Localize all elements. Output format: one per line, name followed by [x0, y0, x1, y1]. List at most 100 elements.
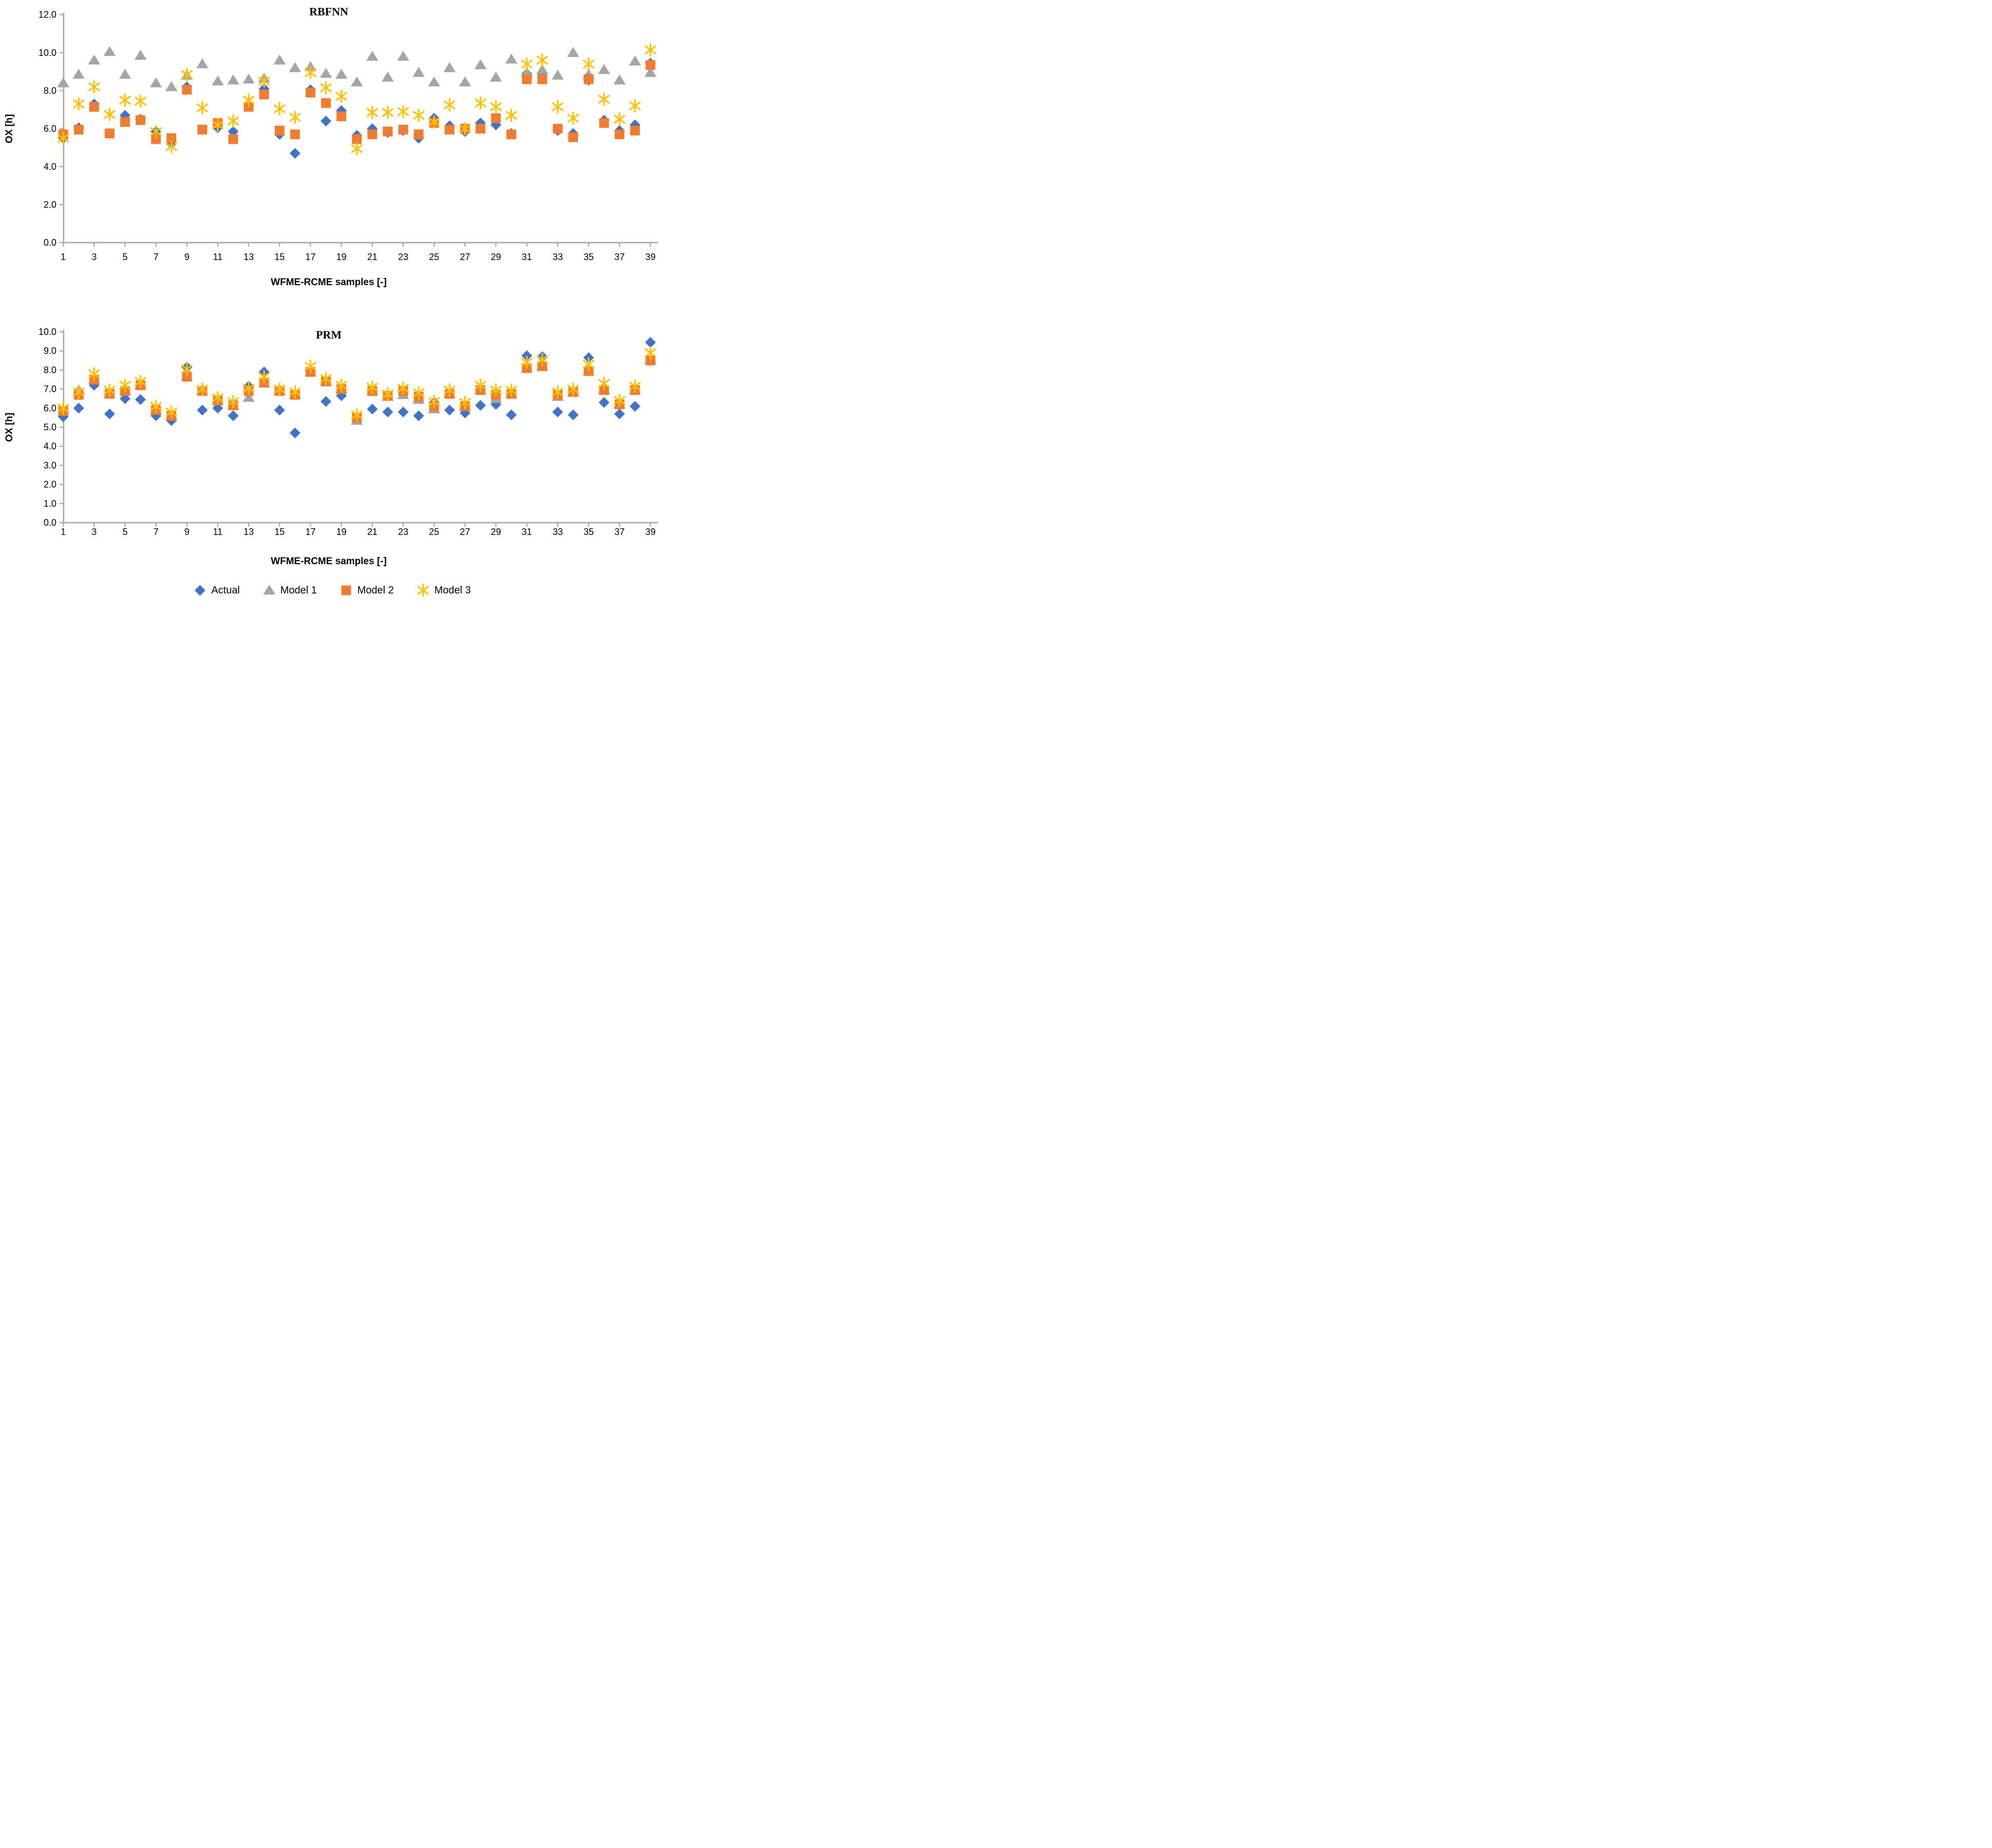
marker-model1-sample2: [72, 69, 85, 79]
marker-model3-sample24: [413, 108, 425, 122]
marker-model3-sample15: [273, 102, 286, 116]
marker-model3-sample4: [104, 383, 115, 397]
marker-model2-sample37: [614, 129, 625, 140]
y-tick-label: 6.0: [44, 403, 56, 413]
marker-model3-sample4: [104, 108, 115, 122]
marker-model3-sample36: [598, 376, 610, 390]
marker-model3-sample38: [629, 99, 641, 113]
marker-model2-sample39: [645, 355, 655, 366]
marker-model3-sample16: [289, 385, 301, 399]
marker-model3-sample32: [536, 352, 548, 366]
marker-model3-sample32: [536, 53, 548, 67]
x-tick-label: 21: [367, 252, 377, 262]
marker-model2-sample4: [105, 128, 115, 138]
marker-model2-sample33: [552, 124, 563, 134]
marker-model2-sample23: [398, 125, 408, 135]
y-tick-label: 5.0: [44, 422, 56, 432]
marker-model1-sample21: [366, 50, 379, 61]
diamond-icon: [193, 584, 207, 597]
x-axis-title-prm: WFME-RCME samples [-]: [271, 556, 387, 567]
marker-model1-sample12: [227, 74, 240, 85]
x-tick-label: 5: [123, 527, 128, 537]
marker-model3-sample28: [474, 379, 486, 392]
marker-model3-sample12: [227, 114, 239, 128]
marker-model3-sample1: [57, 131, 69, 145]
y-tick-label: 3.0: [44, 460, 56, 470]
marker-model2-sample9: [182, 371, 192, 382]
x-tick-label: 9: [184, 527, 189, 537]
legend-label-model1: Model 1: [280, 584, 317, 596]
marker-model1-sample37: [613, 74, 626, 85]
marker-actual-sample12: [228, 410, 239, 422]
y-tick-label: 10.0: [38, 48, 56, 58]
marker-model3-sample29: [490, 383, 502, 397]
x-tick-label: 7: [153, 252, 158, 262]
markers-prm: [57, 336, 657, 439]
marker-actual-sample18: [321, 115, 332, 127]
marker-model3-sample34: [567, 111, 579, 125]
marker-model3-sample7: [150, 125, 162, 138]
marker-model3-sample24: [413, 386, 425, 400]
marker-model3-sample11: [212, 391, 224, 405]
chart-rbfnn: RBFNN OX [h] WFME-RCME samples [-] 0.0 2.…: [4, 5, 658, 288]
marker-model1-sample23: [397, 50, 409, 61]
marker-model2-sample35: [584, 74, 594, 85]
axes-rbfnn: 0.02.04.06.08.010.012.01 3 5 7 9 11 13 15 17 19 21…: [38, 10, 658, 262]
marker-actual-sample5: [119, 393, 131, 404]
x-tick-label: 1: [61, 527, 66, 537]
y-axis-title-rbfnn: OX [h]: [4, 114, 15, 144]
marker-model1-sample24: [412, 67, 425, 77]
marker-model1-sample28: [474, 59, 487, 70]
x-tick-label: 29: [491, 252, 501, 262]
marker-model2-sample31: [522, 74, 532, 85]
x-tick-label: 23: [398, 252, 408, 262]
marker-model2-sample6: [135, 115, 146, 125]
marker-model2-sample36: [599, 118, 609, 128]
y-tick-label: 10.0: [38, 327, 56, 337]
marker-model3-sample20: [351, 142, 363, 155]
marker-model1-sample33: [551, 69, 564, 80]
marker-model1-sample18: [320, 68, 332, 78]
figure-canvas: RBFNN OX [h] WFME-RCME samples [-] 0.0 2.…: [0, 0, 664, 616]
diamond-glyph: [194, 585, 206, 596]
x-tick-label: 13: [244, 252, 254, 262]
y-tick-label: 8.0: [44, 365, 56, 375]
star-icon: [416, 584, 430, 597]
marker-model3-sample17: [305, 66, 316, 80]
x-tick-label: 25: [429, 252, 439, 262]
marker-model3-sample17: [305, 359, 316, 373]
legend-item-actual: Actual: [193, 584, 240, 597]
marker-model3-sample26: [444, 383, 455, 397]
x-tick-label: 35: [584, 252, 594, 262]
marker-model1-sample13: [243, 73, 255, 84]
marker-actual-sample26: [444, 405, 455, 416]
marker-model2-sample39: [645, 60, 655, 70]
marker-model3-sample10: [196, 101, 208, 115]
marker-actual-sample18: [321, 396, 332, 407]
marker-model2-sample2: [73, 125, 84, 135]
marker-model3-sample31: [521, 355, 533, 369]
x-tick-label: 25: [429, 527, 439, 537]
marker-model2-sample8: [166, 133, 176, 143]
marker-model3-sample38: [629, 379, 641, 393]
x-tick-label: 37: [614, 527, 625, 537]
marker-model2-sample18: [321, 98, 331, 108]
x-tick-label: 11: [213, 252, 223, 262]
square-icon: [340, 584, 353, 597]
marker-model3-sample2: [73, 385, 85, 399]
marker-model2-sample32: [537, 74, 547, 85]
x-tick-label: 39: [645, 527, 655, 537]
marker-model3-sample37: [613, 393, 626, 407]
marker-model3-sample28: [474, 96, 486, 110]
triangle-icon: [263, 584, 276, 597]
marker-model3-sample39: [645, 346, 656, 360]
y-tick-label: 1.0: [44, 499, 56, 509]
marker-model2-sample28: [475, 124, 486, 134]
x-tick-label: 7: [153, 527, 158, 537]
marker-model1-sample16: [289, 62, 302, 72]
y-tick-label: 4.0: [44, 441, 56, 451]
marker-model1-sample1: [57, 77, 70, 88]
marker-model3-sample9: [181, 68, 193, 82]
marker-actual-sample10: [196, 405, 208, 416]
marker-model3-sample36: [598, 92, 610, 106]
